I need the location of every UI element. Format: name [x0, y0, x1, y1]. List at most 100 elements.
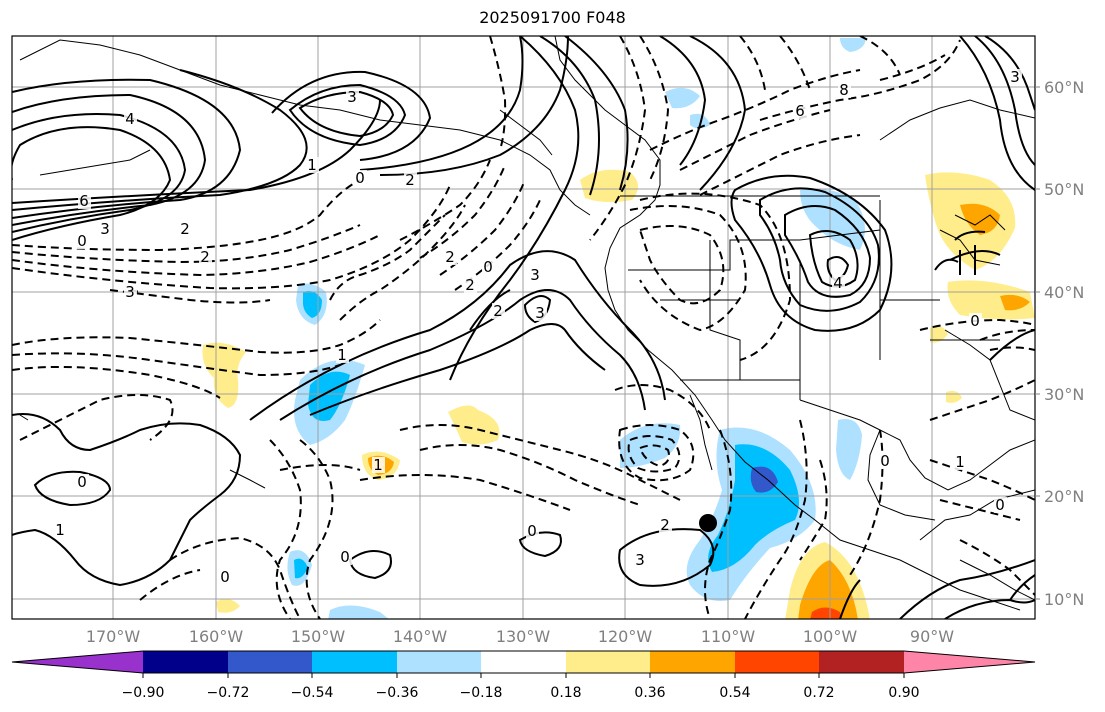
contour-label: 1 [307, 156, 317, 174]
contour-label: 2 [445, 248, 455, 266]
contour-label-bg [199, 249, 212, 265]
contour-label-bg [879, 453, 892, 469]
contour-label: 0 [355, 169, 365, 187]
contour-label-bg [529, 267, 542, 283]
colorbar-segment [397, 651, 481, 673]
contour-label: 2 [200, 248, 210, 266]
storm-center-marker [699, 514, 717, 532]
contour-label-bg [1009, 69, 1022, 85]
lon-label: 90°W [910, 627, 954, 646]
lat-label: 30°N [1044, 385, 1084, 404]
contour-label-bg [464, 277, 477, 293]
contour-label: 3 [635, 551, 645, 569]
contour-label-bg [346, 89, 359, 105]
colorbar-tick-label: 0.18 [550, 685, 581, 701]
contour-label-bg [954, 454, 967, 470]
contour-label-bg [634, 552, 647, 568]
contour-label-bg [339, 549, 352, 565]
colorbar-tick-label: 0.36 [634, 685, 665, 701]
lat-label: 60°N [1044, 78, 1084, 97]
contour-label: 1 [55, 521, 65, 539]
colorbar-tick-label: −0.54 [291, 685, 334, 701]
contour-label: 0 [880, 452, 890, 470]
contour-label: 0 [77, 473, 87, 491]
contour-label-bg [659, 517, 672, 533]
contour-label: 4 [833, 274, 843, 292]
contour-label: 2 [660, 516, 670, 534]
contour-label-bg [306, 157, 319, 173]
shaded-fields [202, 38, 1035, 619]
graticule [12, 36, 1035, 619]
lon-label: 140°W [393, 627, 448, 646]
colorbar-tick-label: −0.90 [122, 685, 165, 701]
positive-contours [12, 36, 1035, 619]
contour-label: 6 [795, 102, 805, 120]
contour-label: 2 [405, 171, 415, 189]
contour-label-bg [994, 497, 1007, 513]
contour-label: 0 [77, 232, 87, 250]
colorbar-tick-label: −0.72 [207, 685, 250, 701]
contour-label: 3 [535, 304, 545, 322]
lat-ticks [1035, 86, 1040, 600]
contour-label: 0 [220, 568, 230, 586]
contour-label-bg [99, 221, 112, 237]
colorbar-segment [312, 651, 397, 673]
contour-label: 3 [530, 266, 540, 284]
lon-label: 170°W [86, 627, 141, 646]
colorbar-tick-label: 0.54 [719, 685, 750, 701]
lon-label: 110°W [701, 627, 756, 646]
contour-label: 0 [995, 496, 1005, 514]
colorbar-segment [481, 651, 566, 673]
lat-label: 20°N [1044, 487, 1084, 506]
lon-label: 150°W [291, 627, 346, 646]
contour-label: 1 [955, 453, 965, 471]
colorbar-segment [735, 651, 819, 673]
colorbar-tick-label: −0.36 [376, 685, 419, 701]
lon-label: 160°W [189, 627, 244, 646]
colorbar-tick-label: 0.90 [888, 685, 919, 701]
contour-label-bg [179, 221, 192, 237]
contour-label-bg [124, 111, 137, 127]
contour-label: 3 [100, 220, 110, 238]
contour-label: 1 [337, 346, 347, 364]
contour-label-bg [492, 303, 505, 319]
contour-label-bg [482, 259, 495, 275]
contour-label: 0 [527, 522, 537, 540]
lat-labels: 60°N 50°N 40°N 30°N 20°N 10°N [1044, 78, 1084, 609]
colorbar-extend-low [12, 651, 143, 673]
contour-label-bg [838, 82, 851, 98]
colorbar-segment [650, 651, 735, 673]
contour-label-bg [444, 249, 457, 265]
coastlines [19, 36, 1035, 611]
lat-label: 40°N [1044, 283, 1084, 302]
lon-labels: 170°W 160°W 150°W 140°W 130°W 120°W 110°… [86, 627, 954, 646]
colorbar-segment [143, 651, 228, 673]
contour-label-bg [534, 305, 547, 321]
lat-label: 50°N [1044, 180, 1084, 199]
contour-label: 0 [970, 312, 980, 330]
contour-label-bg [404, 172, 417, 188]
contour-label-bg [54, 522, 67, 538]
contour-label-bg [78, 193, 91, 209]
contour-label: 4 [125, 110, 135, 128]
lon-label: 120°W [598, 627, 653, 646]
colorbar-ticks [142, 673, 905, 678]
contour-label: 3 [347, 88, 357, 106]
map-title: 2025091700 F048 [479, 8, 626, 27]
colorbar-segment [228, 651, 312, 673]
contour-label: 2 [465, 276, 475, 294]
contour-label: 0 [483, 258, 493, 276]
contour-label-bg [76, 233, 89, 249]
contour-label-bg [372, 457, 385, 473]
contour-label: 3 [125, 283, 135, 301]
contour-label-bg [336, 347, 349, 363]
contour-label-bg [354, 170, 367, 186]
colorbar-segment [819, 651, 904, 673]
contour-label-bg [526, 523, 539, 539]
contour-label: 1 [373, 456, 383, 474]
map-frame [11, 35, 1036, 620]
contour-label: 0 [340, 548, 350, 566]
contour-label: 2 [493, 302, 503, 320]
